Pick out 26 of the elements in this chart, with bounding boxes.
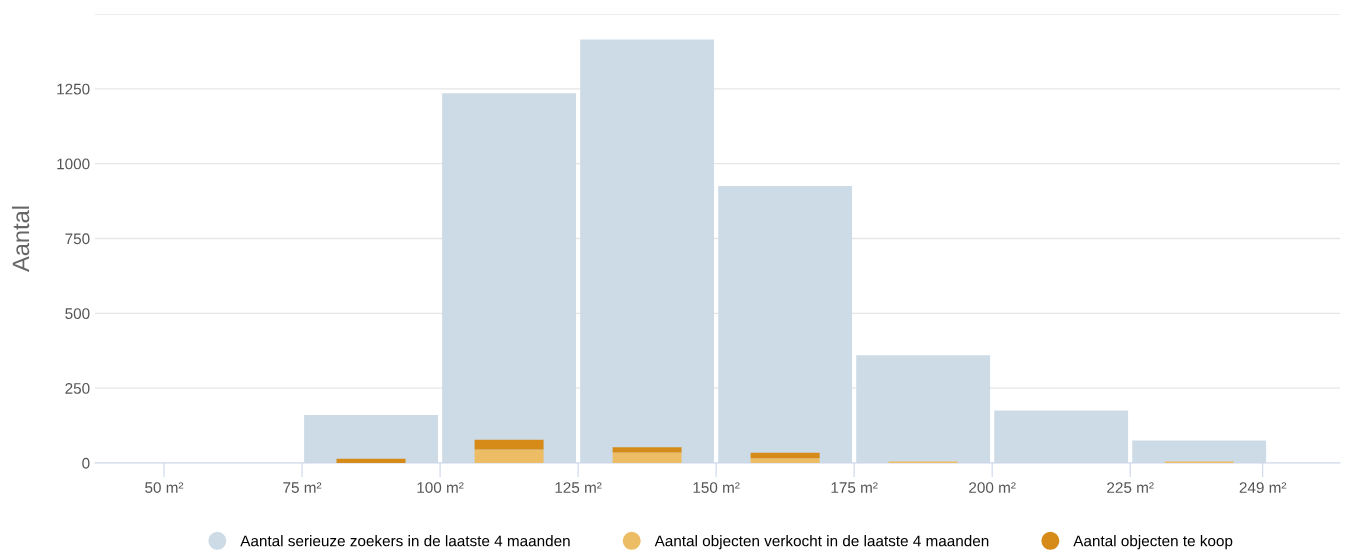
bar xyxy=(474,439,544,450)
y-tick-label: 250 xyxy=(65,383,90,394)
x-tick-label: 150 m² xyxy=(693,482,740,493)
legend-label: Aantal serieuze zoekers in de laatste 4 maanden xyxy=(240,535,570,547)
y-tick-label: 1250 xyxy=(57,83,90,95)
bar xyxy=(750,452,820,459)
y-tick-label: 0 xyxy=(82,457,90,469)
x-tick-label: 100 m² xyxy=(417,482,464,493)
y-axis-title: Aantal xyxy=(11,206,30,272)
bar xyxy=(612,447,682,453)
x-tick-label: 75 m² xyxy=(283,482,322,493)
x-tick-label: 249 m² xyxy=(1239,482,1287,493)
y-tick-label: 500 xyxy=(65,308,90,320)
x-tick-label: 200 m² xyxy=(969,482,1016,493)
bar xyxy=(336,458,406,463)
bar xyxy=(750,458,820,463)
x-tick-label: 125 m² xyxy=(555,482,602,493)
y-tick-label: 750 xyxy=(65,233,90,245)
legend-label: Aantal objecten verkocht in de laatste 4 maanden xyxy=(654,535,989,550)
x-tick-label: 50 m² xyxy=(145,482,184,493)
bar xyxy=(612,452,682,463)
legend-label: Aantal objecten te koop xyxy=(1073,535,1233,550)
bar xyxy=(474,449,544,463)
y-tick-label: 1000 xyxy=(57,158,90,170)
x-tick-label: 225 m² xyxy=(1107,482,1154,493)
x-tick-label: 175 m² xyxy=(831,482,878,493)
